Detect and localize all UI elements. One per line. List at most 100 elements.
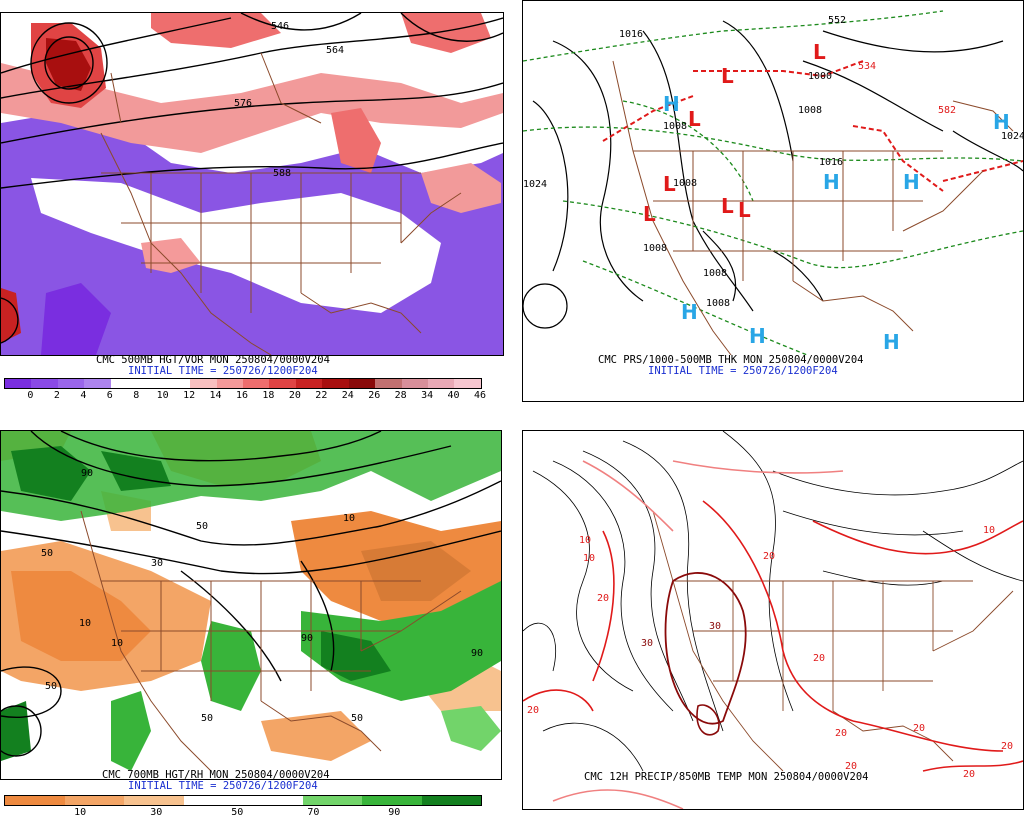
contour-label: 30	[151, 558, 163, 569]
temp-label: 20	[835, 728, 847, 739]
humidity-colorbar	[4, 795, 482, 806]
colorbar-tick: 46	[473, 390, 487, 401]
panel-500mb-hgt-vor: 546 564 576 588 CMC 500MB HGT/VOR MON 25…	[0, 0, 504, 402]
colorbar-swatch	[216, 379, 243, 388]
colorbar-tick: 12	[183, 390, 196, 401]
vorticity-map: 546 564 576 588	[1, 13, 503, 355]
pressure-label: 1024	[523, 179, 547, 190]
low-pressure-marker: L	[738, 198, 751, 222]
temp-label: 30	[709, 621, 721, 632]
pressure-label: 1024	[1001, 131, 1023, 142]
low-pressure-marker: L	[721, 64, 734, 88]
initial-time: INITIAL TIME = 250726/1200F204	[128, 780, 318, 792]
colorbar-swatch	[454, 379, 481, 388]
colorbar-swatch	[124, 796, 184, 805]
low-pressure-marker: L	[643, 202, 656, 226]
high-pressure-marker: H	[993, 110, 1010, 134]
high-pressure-marker: H	[663, 92, 680, 116]
colorbar-tick: 22	[315, 390, 328, 401]
temp-label: 20	[527, 705, 539, 716]
colorbar-swatch	[242, 379, 270, 388]
colorbar-tick: 10	[156, 390, 169, 401]
initial-time: INITIAL TIME = 250726/1200F204	[128, 365, 318, 377]
low-pressure-marker: L	[663, 172, 676, 196]
high-pressure-marker: H	[903, 170, 920, 194]
thickness-label: 552	[828, 15, 846, 26]
high-pressure-marker: H	[823, 170, 840, 194]
high-pressure-marker: H	[749, 324, 766, 348]
pressure-label: 1016	[819, 157, 843, 168]
colorbar-swatch	[57, 379, 85, 388]
vorticity-colorbar-ticks: 0 2 4 6 8 10 12 14 16 18 20 22 24 26 28 34 40 46	[4, 390, 486, 402]
temp-label: 20	[1001, 741, 1013, 752]
temp-label: 20	[845, 761, 857, 772]
colorbar-swatch	[428, 379, 455, 388]
colorbar-tick: 0	[27, 390, 34, 401]
contour-label: 90	[81, 468, 93, 479]
thickness-label: 582	[938, 105, 956, 116]
colorbar-tick: 70	[307, 807, 320, 818]
temp-label: 30	[641, 638, 653, 649]
low-pressure-marker: L	[721, 194, 734, 218]
colorbar-swatch	[183, 796, 243, 805]
colorbar-swatch	[269, 379, 296, 388]
colorbar-tick: 34	[421, 390, 434, 401]
contour-label: 10	[79, 618, 91, 629]
panel-prs-thk: 1024 1016 1008 1008 1008 1008 1008 1024 …	[520, 0, 1024, 402]
colorbar-tick: 2	[53, 390, 60, 401]
panel-caption: CMC 500MB HGT/VOR MON 250804/0000V204	[96, 354, 330, 366]
initial-time: INITIAL TIME = 250726/1200F204	[648, 365, 838, 377]
map-700mb: 10 50 90 10 50 30 50 90 10 50 90 50	[0, 430, 502, 780]
temp-label: 20	[597, 593, 609, 604]
pressure-label: 1008	[798, 105, 822, 116]
humidity-colorbar-ticks: 10 30 50 70 90	[4, 807, 480, 819]
temp-label: 10	[583, 553, 595, 564]
colorbar-swatch	[110, 379, 138, 388]
contour-label: 50	[196, 521, 208, 532]
colorbar-swatch	[5, 796, 65, 805]
colorbar-swatch	[243, 796, 303, 805]
pressure-label: 1008	[673, 178, 697, 189]
pressure-map: 1024 1016 1008 1008 1008 1008 1008 1024 …	[523, 10, 1023, 372]
pressure-label: 1008	[706, 298, 730, 309]
panel-precip-850mb-temp: 10 10 20 20 30 30 20 20 20 20 10 20 20 2…	[520, 418, 1024, 819]
colorbar-swatch	[31, 379, 58, 388]
colorbar-swatch	[375, 379, 402, 388]
contour-label: 576	[234, 98, 252, 109]
panel-caption: CMC 700MB HGT/RH MON 250804/0000V204	[102, 769, 330, 781]
contour-label: 10	[111, 638, 123, 649]
colorbar-swatch	[348, 379, 376, 388]
thickness-label: 534	[858, 61, 876, 72]
vorticity-colorbar	[4, 378, 482, 389]
colorbar-swatch	[302, 796, 362, 805]
temp-label: 10	[983, 525, 995, 536]
colorbar-swatch	[5, 379, 32, 388]
high-pressure-marker: H	[883, 330, 900, 354]
pressure-label: 1008	[663, 121, 687, 132]
temp-label: 20	[763, 551, 775, 562]
colorbar-tick: 18	[262, 390, 275, 401]
colorbar-tick: 90	[388, 807, 401, 818]
map-prs-thk: 1024 1016 1008 1008 1008 1008 1008 1024 …	[522, 0, 1024, 402]
colorbar-tick: 14	[209, 390, 222, 401]
temp-label: 20	[913, 723, 925, 734]
pressure-label: 1016	[619, 29, 643, 40]
contour-label: 10	[343, 513, 355, 524]
colorbar-tick: 40	[447, 390, 460, 401]
colorbar-swatch	[163, 379, 191, 388]
pressure-label: 1008	[703, 268, 727, 279]
low-pressure-marker: L	[688, 107, 701, 131]
temperature-map: 10 10 20 20 30 30 20 20 20 20 10 20 20 2…	[523, 431, 1023, 809]
colorbar-tick: 50	[231, 807, 244, 818]
humidity-map: 10 50 90 10 50 30 50 90 10 50 90 50	[1, 431, 501, 772]
colorbar-swatch	[322, 379, 349, 388]
colorbar-swatch	[190, 379, 217, 388]
contour-label: 588	[273, 168, 291, 179]
colorbar-swatch	[137, 379, 164, 388]
contour-label: 546	[271, 21, 289, 32]
contour-label: 564	[326, 45, 344, 56]
colorbar-tick: 24	[341, 390, 354, 401]
contour-label: 90	[301, 633, 313, 644]
pressure-label: 1008	[643, 243, 667, 254]
panel-caption: CMC 12H PRECIP/850MB TEMP MON 250804/000…	[584, 771, 869, 783]
